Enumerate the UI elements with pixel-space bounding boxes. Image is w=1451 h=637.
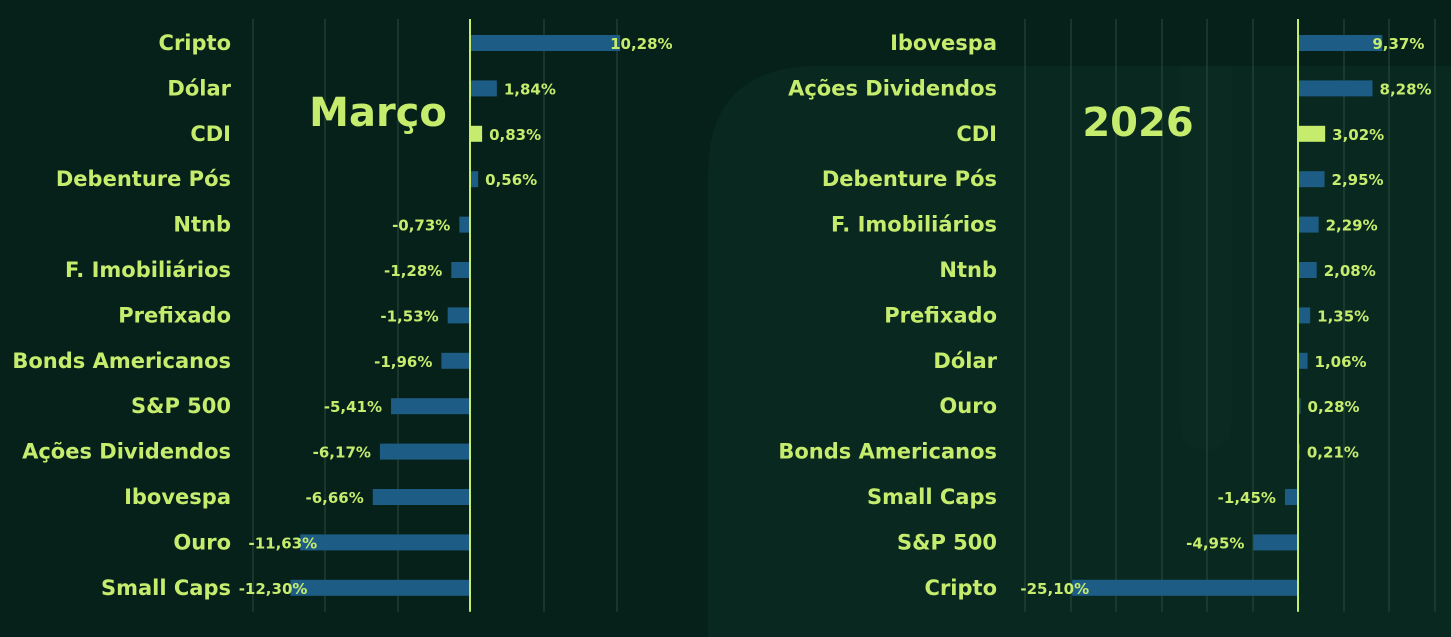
chart-title-march: Março: [309, 90, 447, 136]
category-label-small-caps: Small Caps: [867, 485, 997, 509]
value-label-ntnb: 2,08%: [1324, 262, 1376, 280]
bar-small-caps: [1284, 489, 1298, 505]
bar-debenture-pos: [470, 171, 479, 188]
category-label-prefixado: Prefixado: [118, 303, 231, 327]
value-label-cripto: 10,28%: [610, 35, 672, 53]
bar-f-imobiliarios: [1298, 216, 1319, 233]
bar-ntnb: [1298, 262, 1317, 278]
bar-sandp-500: [391, 398, 470, 415]
value-label-small-caps: -12,30%: [239, 580, 308, 598]
category-label-debenture-pos: Debenture Pós: [56, 167, 231, 191]
bar-cdi: [470, 125, 483, 142]
gridlines-2026: [1024, 19, 1436, 612]
bars-march: [290, 35, 621, 596]
bar-cripto: [470, 35, 621, 51]
value-label-sandp-500: -4,95%: [1186, 534, 1244, 552]
value-label-cdi: 3,02%: [1332, 126, 1384, 144]
category-label-ntnb: Ntnb: [939, 258, 997, 282]
bar-acoes-dividendos: [379, 443, 470, 460]
bars-2026: [1072, 35, 1383, 596]
bar-cripto: [1072, 579, 1298, 596]
value-label-dolar: 1,06%: [1315, 353, 1367, 371]
value-label-bonds-americanos: 0,21%: [1307, 444, 1359, 462]
value-label-f-imobiliarios: 2,29%: [1326, 217, 1378, 235]
category-label-f-imobiliarios: F. Imobiliários: [831, 213, 997, 237]
category-label-small-caps: Small Caps: [101, 576, 231, 600]
category-label-dolar: Dólar: [167, 76, 231, 100]
category-label-bonds-americanos: Bonds Americanos: [12, 349, 231, 373]
category-label-ibovespa: Ibovespa: [124, 485, 231, 509]
value-labels-2026: 9,37% 8,28% 3,02% 2,95% 2,29% 2,08% 1,35% 1,06%…: [1020, 35, 1431, 598]
bar-ouro: [1298, 398, 1301, 415]
category-label-debenture-pos: Debenture Pós: [822, 167, 997, 191]
category-labels-march: Cripto Dólar CDI Debenture Pós Ntnb F. Imobil…: [12, 31, 231, 600]
bar-ouro: [300, 534, 470, 551]
value-labels-march: 10,28% 1,84% 0,83% 0,56% -0,73% -1,28% -1,53% -…: [239, 35, 673, 598]
category-label-cdi: CDI: [956, 122, 997, 146]
category-label-f-imobiliarios: F. Imobiliários: [65, 258, 231, 282]
bar-prefixado: [447, 307, 470, 324]
category-label-dolar: Dólar: [933, 349, 997, 373]
value-label-prefixado: -1,53%: [380, 307, 438, 325]
value-label-dolar: 1,84%: [504, 80, 556, 98]
category-label-ntnb: Ntnb: [173, 213, 231, 237]
value-label-cripto: -25,10%: [1020, 580, 1089, 598]
value-label-acoes-dividendos: 8,28%: [1380, 80, 1432, 98]
category-label-sandp-500: S&P 500: [131, 394, 231, 418]
value-label-sandp-500: -5,41%: [324, 398, 382, 416]
category-label-cripto: Cripto: [925, 576, 997, 600]
category-label-ouro: Ouro: [173, 530, 231, 554]
category-label-sandp-500: S&P 500: [897, 530, 997, 554]
value-label-ibovespa: -6,66%: [305, 489, 363, 507]
value-label-ouro: 0,28%: [1308, 398, 1360, 416]
bar-small-caps: [290, 579, 470, 596]
value-label-acoes-dividendos: -6,17%: [313, 444, 371, 462]
bar-ibovespa: [372, 489, 470, 505]
bar-dolar: [1298, 352, 1308, 369]
category-label-bonds-americanos: Bonds Americanos: [778, 440, 997, 464]
category-label-ouro: Ouro: [939, 394, 997, 418]
bar-prefixado: [1298, 307, 1311, 324]
bar-bonds-americanos: [441, 352, 470, 369]
value-label-f-imobiliarios: -1,28%: [384, 262, 442, 280]
value-label-small-caps: -1,45%: [1218, 489, 1276, 507]
category-label-ibovespa: Ibovespa: [890, 31, 997, 55]
category-label-prefixado: Prefixado: [884, 303, 997, 327]
value-label-ouro: -11,63%: [248, 534, 317, 552]
category-labels-2026: Ibovespa Ações Dividendos CDI Debenture Pós…: [778, 31, 997, 600]
bar-acoes-dividendos: [1298, 80, 1373, 97]
bar-dolar: [470, 80, 497, 97]
value-label-bonds-americanos: -1,96%: [374, 353, 432, 371]
value-label-prefixado: 1,35%: [1317, 307, 1369, 325]
value-label-cdi: 0,83%: [489, 126, 541, 144]
category-label-cdi: CDI: [190, 122, 231, 146]
bar-debenture-pos: [1298, 171, 1325, 188]
bar-ibovespa: [1298, 35, 1383, 51]
value-label-debenture-pos: 0,56%: [485, 171, 537, 189]
category-label-acoes-dividendos: Ações Dividendos: [22, 440, 231, 464]
category-label-cripto: Cripto: [159, 31, 231, 55]
bar-f-imobiliarios: [451, 262, 470, 278]
gridlines-march: [252, 19, 618, 612]
value-label-ntnb: -0,73%: [392, 217, 450, 235]
category-label-acoes-dividendos: Ações Dividendos: [788, 76, 997, 100]
bar-cdi: [1298, 125, 1326, 142]
value-label-debenture-pos: 2,95%: [1332, 171, 1384, 189]
bar-sandp-500: [1253, 534, 1298, 551]
bar-ntnb: [459, 216, 470, 233]
value-label-ibovespa: 9,37%: [1372, 35, 1424, 53]
chart-title-2026: 2026: [1082, 100, 1193, 146]
